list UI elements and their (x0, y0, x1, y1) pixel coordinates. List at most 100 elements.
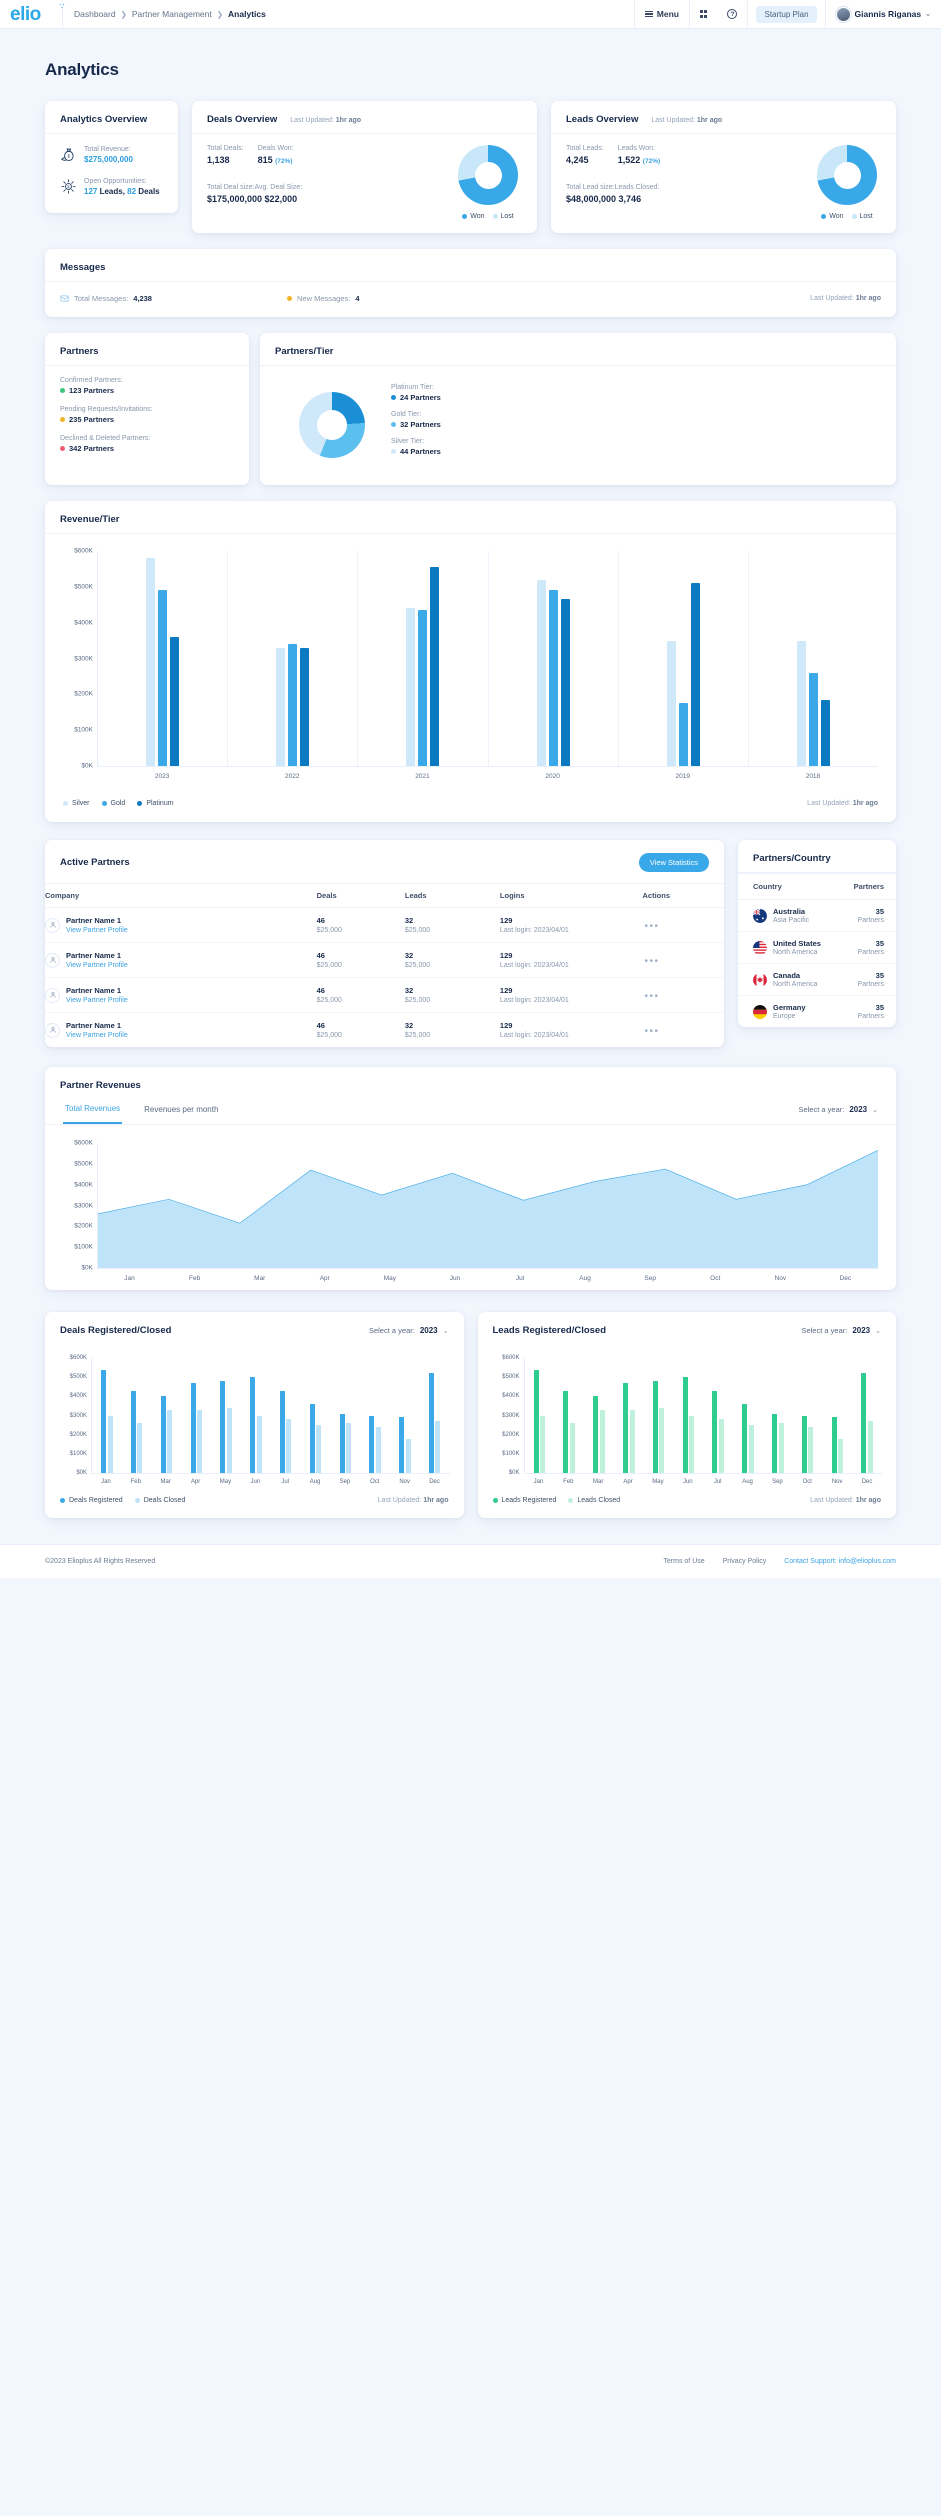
bar[interactable] (652, 1381, 658, 1473)
card-title: Deals Overview (207, 114, 278, 125)
apps-grid-button[interactable] (690, 0, 718, 29)
user-menu[interactable]: Giannis Riganas ⌄ (826, 0, 941, 29)
bar[interactable] (288, 644, 298, 766)
bar[interactable] (170, 637, 180, 766)
bar[interactable] (300, 647, 310, 766)
menu-button[interactable]: Menu (635, 0, 689, 29)
bar[interactable] (593, 1396, 599, 1473)
bar[interactable] (279, 1390, 285, 1473)
view-partner-profile-link[interactable]: View Partner Profile (66, 1032, 128, 1039)
bar[interactable] (861, 1373, 867, 1473)
x-axis-labels: Jan Feb Mar Apr May Jun Jul Aug Sep Oct Nov Dec (91, 1473, 450, 1485)
bar[interactable] (682, 1377, 688, 1473)
bar[interactable] (190, 1382, 196, 1473)
bar[interactable] (808, 1427, 814, 1473)
bar[interactable] (430, 567, 440, 766)
breadcrumb-item-partner-management[interactable]: Partner Management (131, 9, 212, 19)
bar[interactable] (286, 1419, 292, 1473)
x-tick: Sep (644, 1275, 656, 1282)
bar[interactable] (346, 1423, 352, 1473)
bar[interactable] (107, 1415, 113, 1473)
bar[interactable] (838, 1438, 844, 1473)
bar[interactable] (276, 647, 286, 766)
view-partner-profile-link[interactable]: View Partner Profile (66, 927, 128, 934)
bar[interactable] (220, 1381, 226, 1473)
bar[interactable] (540, 1415, 546, 1473)
bar[interactable] (689, 1415, 695, 1473)
tab-revenues-per-month[interactable]: Revenues per month (144, 1105, 219, 1114)
tab-total-revenues[interactable]: Total Revenues (63, 1095, 123, 1124)
app-logo[interactable]: elio ∵ (10, 2, 64, 24)
bar[interactable] (316, 1425, 322, 1473)
bar[interactable] (167, 1409, 173, 1473)
bar[interactable] (599, 1409, 605, 1473)
bar[interactable] (197, 1409, 203, 1473)
bar[interactable] (533, 1369, 539, 1473)
help-button[interactable]: ? (717, 0, 747, 29)
year-selector[interactable]: Select a year: 2023 ⌄ (798, 1105, 878, 1114)
bar[interactable] (778, 1423, 784, 1473)
bar[interactable] (748, 1425, 754, 1473)
x-tick: 2023 (154, 773, 170, 780)
bar[interactable] (399, 1417, 405, 1473)
row-actions-menu[interactable]: ••• (644, 991, 660, 1002)
bar[interactable] (406, 608, 416, 766)
view-partner-profile-link[interactable]: View Partner Profile (66, 997, 128, 1004)
bar[interactable] (820, 699, 830, 766)
bar[interactable] (130, 1390, 136, 1473)
bar[interactable] (801, 1415, 807, 1473)
deals-won-label: Deals Won: (257, 145, 294, 152)
bar[interactable] (712, 1390, 718, 1473)
bar[interactable] (560, 599, 570, 766)
bar[interactable] (536, 579, 546, 766)
bar[interactable] (690, 583, 700, 766)
bar[interactable] (250, 1377, 256, 1473)
bar[interactable] (569, 1423, 575, 1473)
bar[interactable] (678, 703, 688, 766)
plan-badge[interactable]: Startup Plan (756, 5, 817, 23)
bar[interactable] (796, 640, 806, 766)
view-partner-profile-link[interactable]: View Partner Profile (66, 962, 128, 969)
bar[interactable] (867, 1421, 873, 1473)
last-updated: Last Updated: 1hr ago (290, 117, 362, 124)
bar[interactable] (742, 1404, 748, 1473)
bar[interactable] (629, 1409, 635, 1473)
bar[interactable] (256, 1415, 262, 1473)
row-actions-menu[interactable]: ••• (644, 956, 660, 967)
bar[interactable] (623, 1382, 629, 1473)
bar[interactable] (339, 1413, 345, 1473)
bar[interactable] (659, 1407, 665, 1473)
overview-cards-row: Analytics Overview $ Total Revenue: $275… (45, 101, 896, 233)
bar[interactable] (146, 558, 156, 766)
view-statistics-button[interactable]: View Statistics (638, 853, 709, 872)
bar[interactable] (831, 1417, 837, 1473)
breadcrumb-item-dashboard[interactable]: Dashboard (74, 9, 116, 19)
bar[interactable] (369, 1415, 375, 1473)
privacy-link[interactable]: Privacy Policy (722, 1558, 767, 1565)
bar[interactable] (160, 1396, 166, 1473)
bar[interactable] (548, 590, 558, 766)
deals-count: 46 (316, 1021, 325, 1030)
bar[interactable] (428, 1373, 434, 1473)
year-selector[interactable]: Select a year: 2023 ⌄ (801, 1326, 881, 1335)
bar[interactable] (435, 1421, 441, 1473)
bar[interactable] (718, 1419, 724, 1473)
row-actions-menu[interactable]: ••• (644, 921, 660, 932)
bar[interactable] (101, 1369, 107, 1473)
bar[interactable] (137, 1423, 143, 1473)
bar[interactable] (563, 1390, 569, 1473)
bar[interactable] (666, 640, 676, 766)
terms-link[interactable]: Terms of Use (663, 1558, 705, 1565)
partners-row: Partners Confirmed Partners: 123 Partner… (45, 333, 896, 485)
bar[interactable] (405, 1438, 411, 1473)
row-actions-menu[interactable]: ••• (644, 1026, 660, 1037)
bar[interactable] (375, 1427, 381, 1473)
bar[interactable] (226, 1407, 232, 1473)
bar[interactable] (808, 672, 818, 766)
chevron-down-icon: ⌄ (872, 1106, 878, 1114)
bar[interactable] (158, 590, 168, 766)
bar[interactable] (309, 1404, 315, 1473)
year-selector[interactable]: Select a year: 2023 ⌄ (369, 1326, 449, 1335)
bar[interactable] (772, 1413, 778, 1473)
bar[interactable] (418, 610, 428, 766)
